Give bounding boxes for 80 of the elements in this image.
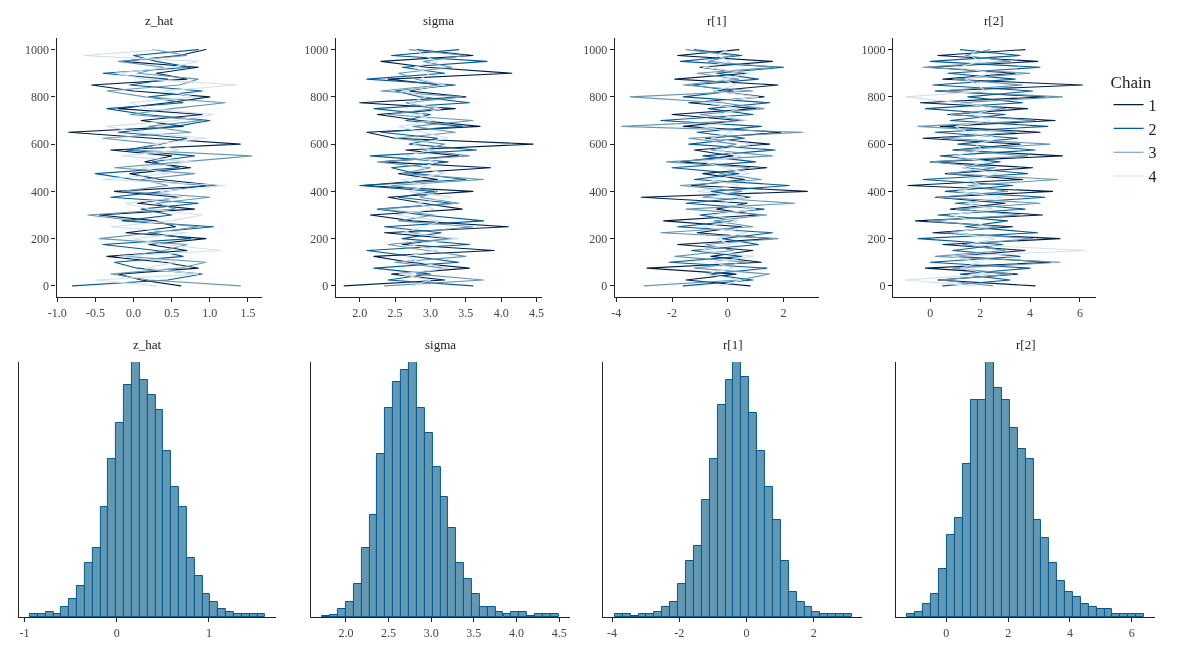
x-tick-label: -4 <box>607 625 618 640</box>
y-tick-label: 600 <box>31 137 50 152</box>
x-tick-label: -1.0 <box>47 305 67 320</box>
x-tick-label: 2.5 <box>387 305 403 320</box>
x-tick-label: 4 <box>1066 625 1073 640</box>
y-tick-label: 1000 <box>304 42 329 57</box>
line-series <box>71 49 215 287</box>
x-tick-label: 6 <box>1076 305 1083 320</box>
y-tick-label: 600 <box>310 137 329 152</box>
y-tick-label: 200 <box>867 231 886 246</box>
x-tick-label: 0.0 <box>126 305 142 320</box>
x-tick-label: -0.5 <box>85 305 105 320</box>
x-tick-label: 0 <box>743 625 750 640</box>
y-tick-label: 200 <box>589 231 608 246</box>
chart-title: r[2] <box>984 13 1004 28</box>
x-tick-label: -4 <box>611 305 622 320</box>
y-tick-label: 600 <box>589 137 608 152</box>
x-tick-label: -2 <box>674 625 685 640</box>
x-tick-label: 2.5 <box>381 625 397 640</box>
x-tick-label: 3.0 <box>423 625 439 640</box>
y-tick-label: 400 <box>867 184 886 199</box>
x-tick-label: 0 <box>927 305 934 320</box>
x-tick-label: 1.0 <box>202 305 218 320</box>
x-tick-label: 3.5 <box>466 625 482 640</box>
x-tick-label: 2.0 <box>338 625 354 640</box>
x-tick-label: 1.5 <box>240 305 256 320</box>
y-tick-label: 400 <box>31 184 50 199</box>
x-tick-label: 0.5 <box>164 305 180 320</box>
legend-label: 2 <box>1148 120 1157 138</box>
x-tick-label: 4.5 <box>529 305 545 320</box>
x-tick-label: 2 <box>977 305 984 320</box>
y-tick-label: 400 <box>589 184 608 199</box>
x-tick-label: 2 <box>810 625 817 640</box>
legend-label: 4 <box>1148 168 1157 186</box>
x-tick-label: -2 <box>667 305 678 320</box>
x-tick-label: 0 <box>943 625 950 640</box>
line-series <box>376 49 485 287</box>
x-tick-label: -1 <box>19 625 30 640</box>
x-tick-label: 2.0 <box>352 305 368 320</box>
y-tick-label: 200 <box>310 231 329 246</box>
x-tick-label: 4.0 <box>509 625 525 640</box>
legend-label: 1 <box>1148 96 1157 114</box>
line-series <box>660 49 790 287</box>
chart-title: z_hat <box>133 337 162 352</box>
y-tick-label: 800 <box>589 90 608 105</box>
y-tick-label: 800 <box>867 90 886 105</box>
y-tick-label: 400 <box>310 184 329 199</box>
chart-title: r[1] <box>723 337 743 352</box>
y-tick-label: 1000 <box>25 42 50 57</box>
x-tick-label: 3.0 <box>422 305 438 320</box>
x-tick-label: 0 <box>113 625 120 640</box>
y-tick-label: 0 <box>322 279 329 294</box>
x-tick-label: 4.5 <box>551 625 567 640</box>
x-tick-label: 0 <box>724 305 731 320</box>
y-tick-label: 1000 <box>861 42 886 57</box>
y-tick-label: 200 <box>31 231 50 246</box>
y-tick-label: 800 <box>31 90 50 105</box>
chart-title: r[2] <box>1016 337 1036 352</box>
chart-title: sigma <box>423 13 455 28</box>
chart-title: sigma <box>425 337 457 352</box>
x-tick-label: 2 <box>1005 625 1012 640</box>
y-tick-label: 800 <box>310 90 329 105</box>
x-tick-label: 6 <box>1128 625 1135 640</box>
x-tick-label: 3.5 <box>458 305 474 320</box>
line-series <box>696 49 760 287</box>
y-tick-label: 0 <box>879 279 886 294</box>
y-tick-label: 1000 <box>583 42 608 57</box>
x-tick-label: 4 <box>1027 305 1034 320</box>
line-series <box>394 49 460 287</box>
x-tick-label: 1 <box>205 625 212 640</box>
x-tick-label: 4.0 <box>493 305 509 320</box>
legend-title: Chain <box>1110 72 1152 92</box>
y-tick-label: 0 <box>43 279 50 294</box>
legend-label: 3 <box>1148 144 1157 162</box>
chart-title: r[1] <box>707 13 727 28</box>
chart-title: z_hat <box>145 13 174 28</box>
x-tick-label: 2 <box>780 305 787 320</box>
y-tick-label: 600 <box>867 137 886 152</box>
y-tick-label: 0 <box>601 279 608 294</box>
line-series <box>359 49 488 287</box>
